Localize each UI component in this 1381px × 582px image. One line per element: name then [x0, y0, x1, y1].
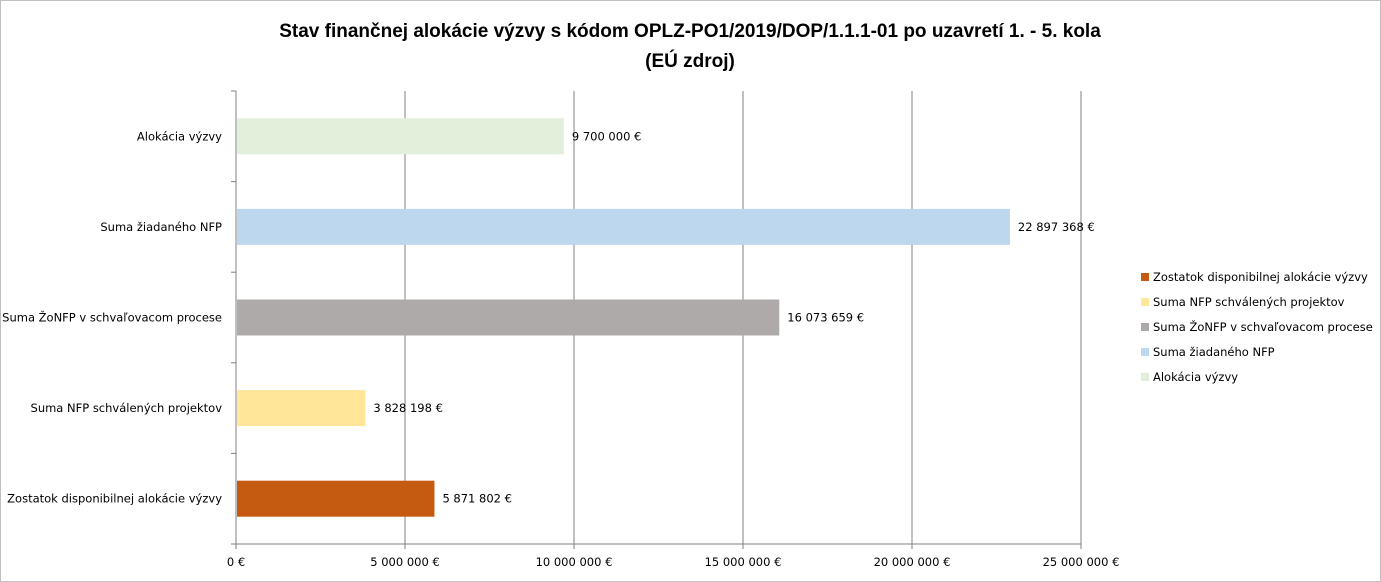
data-label: 9 700 000 € [572, 129, 642, 143]
chart-title-line: (EÚ zdroj) [645, 50, 735, 72]
bar [237, 390, 366, 427]
legend-swatch [1141, 348, 1149, 356]
category-label: Zostatok disponibilnej alokácie výzvy [7, 492, 222, 506]
bar [237, 118, 564, 155]
category-label: Suma ŽoNFP v schvaľovacom procese [2, 310, 222, 325]
legend-entry: Suma žiadaného NFP [1153, 345, 1275, 359]
data-label: 3 828 198 € [373, 401, 443, 415]
axes [231, 90, 1082, 549]
labels: 0 € 5 000 000 € 10 000 000 € 15 000 000 € 20… [2, 129, 1119, 569]
legend-entry: Suma ŽoNFP v schvaľovacom procese [1153, 319, 1373, 334]
legend-entry: Alokácia výzvy [1153, 370, 1238, 384]
category-label: Suma žiadaného NFP [100, 220, 222, 234]
x-tick-label: 20 000 000 € [874, 555, 951, 569]
legend-swatch [1141, 273, 1149, 281]
x-tick-label: 0 € [227, 555, 245, 569]
bars [237, 118, 1010, 517]
legend-entry: Suma NFP schválených projektov [1153, 295, 1345, 309]
bar [237, 208, 1010, 245]
legend: Zostatok disponibilnej alokácie výzvy Sum… [1141, 270, 1373, 384]
bar [237, 480, 435, 517]
data-label: 16 073 659 € [787, 311, 864, 325]
legend-entry: Zostatok disponibilnej alokácie výzvy [1153, 270, 1368, 284]
data-label: 22 897 368 € [1018, 220, 1095, 234]
chart-title: Stav finančnej alokácie výzvy s kódom OP… [279, 21, 1101, 72]
x-tick-label: 5 000 000 € [370, 555, 440, 569]
chart-title-line: Stav finančnej alokácie výzvy s kódom OP… [279, 21, 1101, 42]
data-label: 5 871 802 € [442, 492, 512, 506]
legend-swatch [1141, 373, 1149, 381]
bar [237, 299, 780, 336]
x-tick-label: 25 000 000 € [1043, 555, 1120, 569]
legend-swatch [1141, 298, 1149, 306]
category-label: Suma NFP schválených projektov [31, 401, 223, 415]
category-label: Alokácia výzvy [137, 129, 222, 143]
legend-swatch [1141, 323, 1149, 331]
x-tick-label: 10 000 000 € [536, 555, 613, 569]
x-tick-label: 15 000 000 € [705, 555, 782, 569]
